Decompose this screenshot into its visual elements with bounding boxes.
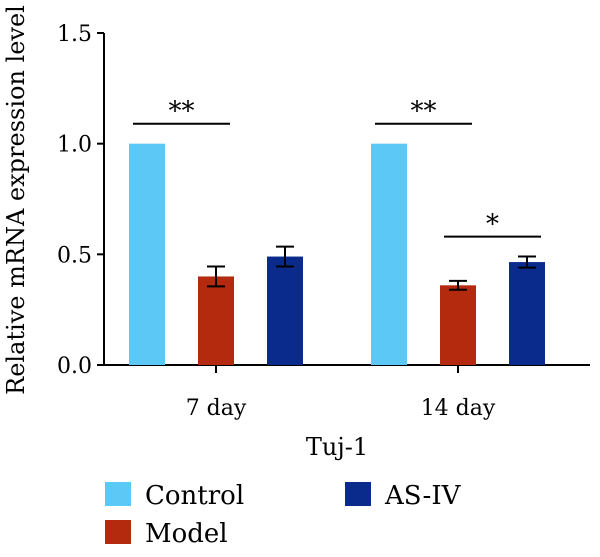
- significance-label: *: [486, 210, 499, 240]
- legend-label: Control: [145, 481, 244, 511]
- bar: [371, 143, 407, 365]
- bars: [129, 143, 545, 365]
- bar: [198, 276, 234, 365]
- x-tick-label: 7 day: [186, 396, 247, 421]
- legend-label: AS-IV: [384, 481, 462, 511]
- y-axis-label: Relative mRNA expression level: [2, 5, 30, 395]
- bar: [509, 262, 545, 365]
- significance-label: **: [411, 97, 437, 127]
- legend-swatch: [105, 482, 131, 506]
- y-tick-label: 0.0: [57, 354, 92, 379]
- significance-markers: ** ***: [133, 97, 541, 240]
- x-tick-label: 14 day: [421, 396, 496, 421]
- legend-swatch: [345, 482, 371, 506]
- bar: [267, 256, 303, 365]
- legend-label: Model: [145, 519, 228, 549]
- bar: [129, 143, 165, 365]
- significance-label: **: [169, 97, 195, 127]
- axes: 0.0 0.5 1.0 1.5 7 day 14 day: [57, 22, 590, 421]
- y-tick-label: 0.5: [57, 243, 92, 268]
- legend-swatch: [105, 520, 131, 544]
- y-tick-label: 1.5: [57, 22, 92, 47]
- bar: [440, 285, 476, 365]
- x-axis-label: Tuj-1: [306, 433, 368, 461]
- y-tick-label: 1.0: [57, 133, 92, 158]
- legend: Control Model AS-IV: [105, 481, 462, 549]
